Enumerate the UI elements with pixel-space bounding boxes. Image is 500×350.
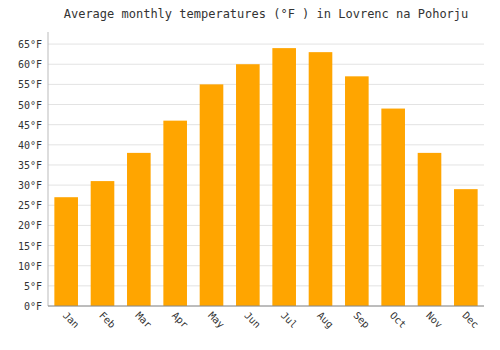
x-tick-label: Jun bbox=[242, 310, 263, 331]
bar bbox=[272, 48, 296, 306]
x-tick-label: Aug bbox=[315, 310, 336, 331]
title: Average monthly temperatures (°F ) in Lo… bbox=[64, 7, 469, 21]
bar bbox=[54, 197, 78, 306]
x-tick-label: Mar bbox=[133, 310, 154, 331]
y-tick-label: 50°F bbox=[18, 100, 42, 111]
x-tick-labels: Jan Feb Mar Apr May Jun Jul Aug Sep Oct Nov Dec bbox=[61, 310, 481, 331]
x-tick-label: Dec bbox=[460, 310, 481, 331]
bar bbox=[345, 76, 369, 306]
bar bbox=[91, 181, 115, 306]
x-tick-label: Jul bbox=[279, 310, 300, 331]
x-tick-label: Feb bbox=[97, 310, 118, 331]
x-tick-label: May bbox=[206, 310, 227, 331]
y-axis-line bbox=[48, 32, 49, 306]
x-tick-label: Oct bbox=[388, 310, 409, 331]
bar bbox=[381, 109, 405, 306]
grid-line bbox=[48, 306, 484, 307]
grid-line bbox=[48, 144, 484, 145]
grid-line bbox=[48, 124, 484, 125]
y-tick-label: 10°F bbox=[18, 261, 42, 272]
y-tick-labels: 0°F 5°F 10°F 15°F 20°F 25°F 30°F 35°F 40°F 45°F 50… bbox=[18, 39, 42, 312]
y-tick-label: 40°F bbox=[18, 140, 42, 151]
x-axis-line bbox=[48, 306, 484, 307]
bar bbox=[236, 64, 260, 306]
bar bbox=[309, 52, 333, 306]
grid-line bbox=[48, 84, 484, 85]
y-tick-label: 30°F bbox=[18, 180, 42, 191]
y-tick-label: 35°F bbox=[18, 160, 42, 171]
grid-line bbox=[48, 44, 484, 45]
y-tick-label: 5°F bbox=[24, 281, 42, 292]
grid bbox=[48, 44, 484, 306]
x-tick-label: Sep bbox=[351, 310, 372, 331]
x-tick-label: Jan bbox=[61, 310, 82, 331]
bar bbox=[127, 153, 151, 306]
y-tick-label: 20°F bbox=[18, 220, 42, 231]
y-tick-label: 25°F bbox=[18, 200, 42, 211]
bar bbox=[454, 189, 478, 306]
chart-container: Average monthly temperatures (°F ) in Lo… bbox=[0, 0, 500, 350]
bars bbox=[54, 48, 477, 306]
chart: Average monthly temperatures (°F ) in Lo… bbox=[0, 0, 500, 350]
bar bbox=[200, 84, 224, 306]
grid-line bbox=[48, 104, 484, 105]
x-tick-label: Nov bbox=[424, 310, 445, 331]
grid-line bbox=[48, 64, 484, 65]
y-tick-label: 0°F bbox=[24, 301, 42, 312]
y-tick-label: 60°F bbox=[18, 59, 42, 70]
bar bbox=[163, 121, 187, 306]
y-tick-label: 55°F bbox=[18, 79, 42, 90]
y-tick-label: 65°F bbox=[18, 39, 42, 50]
y-tick-label: 45°F bbox=[18, 120, 42, 131]
y-tick-label: 15°F bbox=[18, 241, 42, 252]
x-tick-label: Apr bbox=[170, 310, 191, 331]
bar bbox=[418, 153, 442, 306]
